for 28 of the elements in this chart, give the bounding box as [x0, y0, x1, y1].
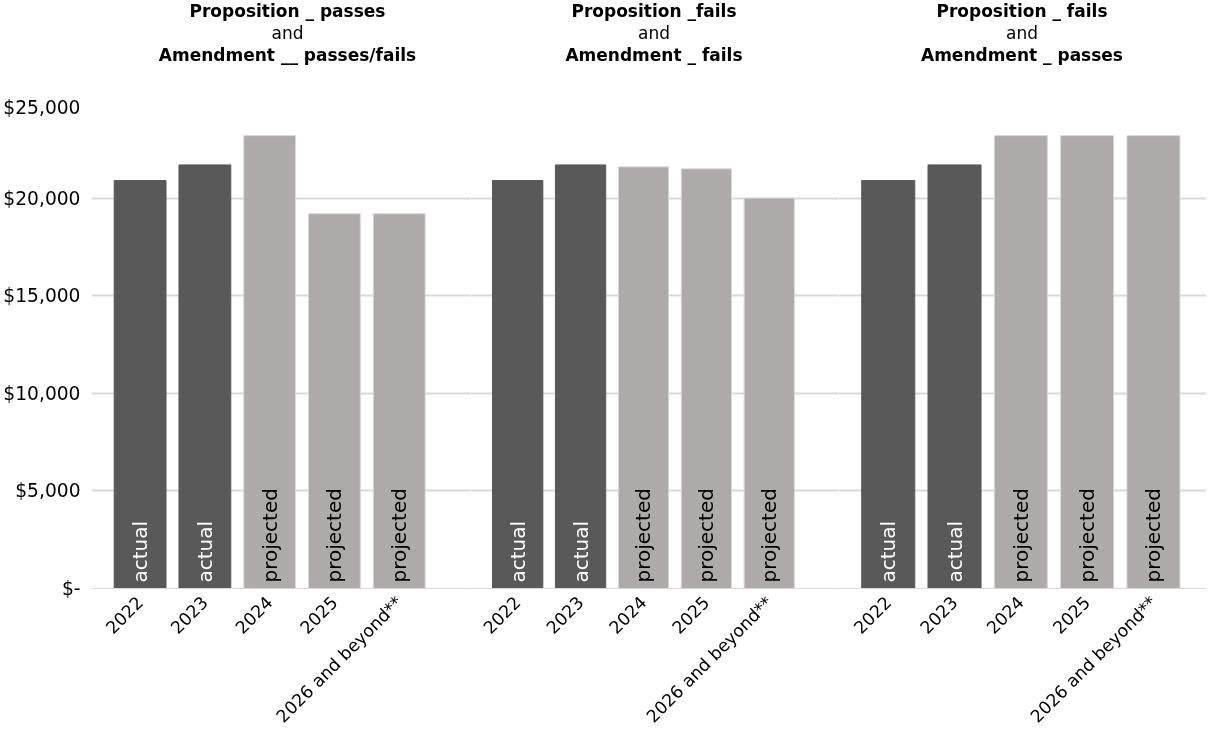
- chart-title: Proposition _ fails and Amendment _ passes: [920, 0, 1124, 67]
- series-label: actual: [505, 520, 530, 583]
- y-tick-label: $10,000: [3, 382, 81, 404]
- bar: [178, 164, 232, 589]
- text: actual: [568, 520, 593, 583]
- text: actual: [942, 520, 967, 583]
- y-tick-label: $-: [61, 578, 81, 599]
- bar: [113, 180, 167, 589]
- series-label: projected: [257, 488, 282, 583]
- series-label: actual: [876, 520, 901, 583]
- y-tick-label: $20,000: [3, 187, 81, 209]
- text: projected: [757, 488, 782, 583]
- text: projected: [1075, 488, 1100, 583]
- bar: [492, 180, 544, 589]
- y-tick-label: $25,000: [3, 96, 81, 118]
- y-tick-label: $15,000: [3, 285, 81, 307]
- chart-title: Proposition _fails and Amendment _ fails: [564, 0, 744, 67]
- text: projected: [322, 488, 347, 583]
- chart-title: Proposition _ passes and Amendment __ passes/fails: [157, 0, 418, 67]
- text: actual: [192, 520, 217, 583]
- series-label: projected: [1008, 488, 1033, 583]
- bar: [554, 164, 607, 589]
- y-tick-label: $5,000: [15, 480, 81, 502]
- series-label: projected: [631, 488, 656, 583]
- text: projected: [694, 488, 719, 583]
- series-label: actual: [128, 520, 153, 583]
- text: projected: [387, 488, 412, 583]
- text: projected: [1141, 488, 1166, 583]
